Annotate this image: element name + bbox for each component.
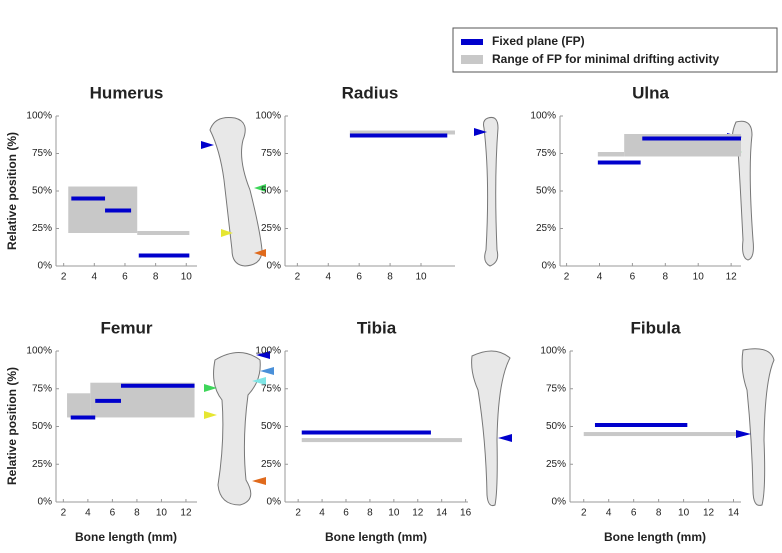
y-tick-label: 100%: [26, 111, 52, 122]
x-tick-label: 6: [631, 508, 637, 519]
chart-title: Radius: [342, 83, 399, 102]
x-tick-label: 6: [343, 508, 349, 519]
x-tick-label: 2: [295, 272, 301, 283]
x-tick-label: 12: [412, 508, 424, 519]
fp-range: [137, 231, 190, 235]
legend-label: Range of FP for minimal drifting activit…: [492, 52, 719, 66]
y-tick-label: 0%: [38, 261, 53, 272]
fp-range: [583, 432, 737, 437]
x-axis-label: Bone length (mm): [325, 530, 427, 544]
chart-title: Humerus: [90, 83, 164, 102]
y-tick-label: 50%: [536, 186, 556, 197]
x-tick-label: 8: [367, 508, 373, 519]
x-tick-label: 4: [325, 272, 331, 283]
legend-label: Fixed plane (FP): [492, 34, 585, 48]
y-tick-label: 50%: [261, 186, 281, 197]
y-tick-label: 0%: [542, 261, 557, 272]
x-tick-label: 4: [606, 508, 612, 519]
x-tick-label: 2: [581, 508, 587, 519]
y-tick-label: 75%: [32, 148, 52, 159]
y-tick-label: 25%: [546, 459, 566, 470]
x-tick-label: 6: [630, 272, 636, 283]
y-tick-label: 25%: [32, 223, 52, 234]
y-tick-label: 100%: [255, 346, 281, 357]
y-tick-label: 25%: [261, 223, 281, 234]
x-tick-label: 10: [693, 272, 705, 283]
y-tick-label: 0%: [38, 497, 53, 508]
x-tick-label: 4: [319, 508, 325, 519]
chart-title: Ulna: [632, 83, 669, 102]
x-tick-label: 8: [134, 508, 140, 519]
fp-range: [301, 438, 463, 443]
x-tick-label: 4: [597, 272, 603, 283]
y-tick-label: 25%: [261, 459, 281, 470]
fp-range: [67, 393, 91, 418]
x-tick-label: 10: [415, 272, 427, 283]
x-tick-label: 10: [181, 272, 193, 283]
x-tick-label: 2: [295, 508, 301, 519]
legend-box: [452, 27, 778, 73]
x-axis-label: Bone length (mm): [75, 530, 177, 544]
x-tick-label: 14: [436, 508, 448, 519]
y-tick-label: 100%: [530, 111, 556, 122]
bone-illustration: [201, 117, 775, 506]
y-axis-label: Relative position (%): [5, 132, 19, 250]
x-tick-label: 6: [110, 508, 116, 519]
y-tick-label: 100%: [255, 111, 281, 122]
y-tick-label: 75%: [546, 383, 566, 394]
y-tick-label: 100%: [26, 346, 52, 357]
x-tick-label: 2: [61, 508, 67, 519]
y-axis-label: Relative position (%): [5, 367, 19, 485]
legend-swatch: [461, 55, 483, 64]
x-tick-label: 10: [678, 508, 690, 519]
x-tick-label: 8: [656, 508, 662, 519]
x-tick-label: 10: [156, 508, 168, 519]
x-tick-label: 2: [61, 272, 67, 283]
y-tick-label: 75%: [32, 383, 52, 394]
x-tick-label: 8: [663, 272, 669, 283]
x-tick-label: 16: [460, 508, 472, 519]
y-tick-label: 50%: [546, 421, 566, 432]
x-tick-label: 10: [388, 508, 400, 519]
y-tick-label: 50%: [32, 186, 52, 197]
y-tick-label: 25%: [536, 223, 556, 234]
x-tick-label: 8: [153, 272, 159, 283]
x-tick-label: 8: [387, 272, 393, 283]
y-tick-label: 75%: [261, 148, 281, 159]
x-tick-label: 6: [356, 272, 362, 283]
y-tick-label: 50%: [32, 421, 52, 432]
y-tick-label: 50%: [261, 421, 281, 432]
x-tick-label: 6: [122, 272, 128, 283]
y-tick-label: 25%: [32, 459, 52, 470]
x-tick-label: 12: [726, 272, 738, 283]
x-tick-label: 14: [728, 508, 740, 519]
chart-title: Tibia: [357, 318, 397, 337]
x-tick-label: 4: [92, 272, 98, 283]
fp-range: [349, 130, 455, 135]
x-tick-label: 4: [85, 508, 91, 519]
y-tick-label: 75%: [261, 383, 281, 394]
y-tick-label: 100%: [540, 346, 566, 357]
x-tick-label: 12: [703, 508, 715, 519]
y-tick-label: 0%: [267, 261, 282, 272]
x-axis-label: Bone length (mm): [604, 530, 706, 544]
x-tick-label: 12: [180, 508, 192, 519]
y-tick-label: 0%: [267, 497, 282, 508]
y-tick-label: 75%: [536, 148, 556, 159]
chart-title: Fibula: [630, 318, 681, 337]
legend-swatch: [461, 39, 483, 45]
chart-title: Femur: [101, 318, 153, 337]
x-tick-label: 2: [564, 272, 570, 283]
fp-range: [597, 152, 625, 157]
y-tick-label: 0%: [552, 497, 567, 508]
